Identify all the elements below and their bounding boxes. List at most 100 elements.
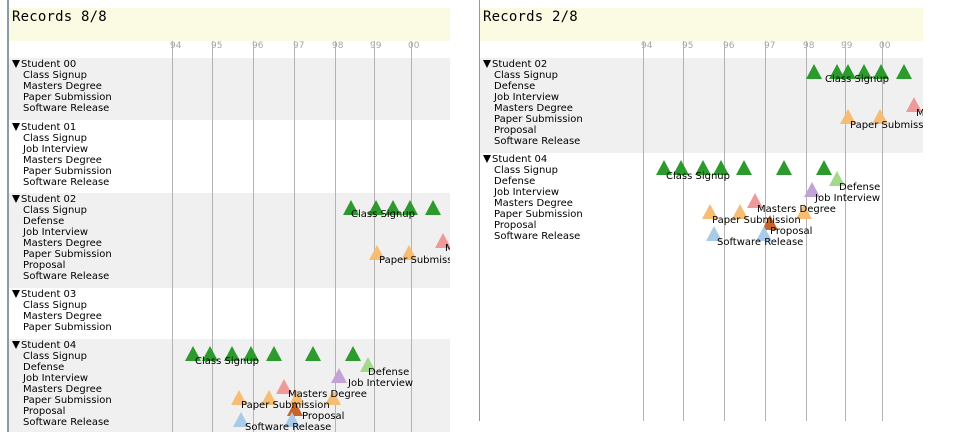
year-grid-line (374, 41, 375, 432)
collapse-triangle-icon[interactable] (12, 60, 20, 68)
right-records-panel[interactable]: Student 02 Class Signup Defense Job Intervi… (480, 0, 923, 421)
event-marker[interactable] (872, 109, 888, 124)
collapse-triangle-icon[interactable] (483, 60, 491, 68)
event-marker[interactable] (368, 200, 384, 215)
event-type-label: Class Signup (494, 165, 558, 176)
event-type-label: Paper Submission (494, 209, 583, 220)
year-grid-line (806, 41, 807, 421)
event-marker[interactable] (402, 200, 418, 215)
year-tick-label: 94 (641, 41, 653, 51)
event-marker[interactable] (266, 346, 282, 361)
year-tick-label: 94 (170, 41, 182, 51)
event-label: Paper Submission (712, 215, 801, 226)
year-tick-label: 97 (764, 41, 776, 51)
event-marker[interactable] (776, 160, 792, 175)
event-marker[interactable] (345, 346, 361, 361)
event-type-label: Software Release (494, 231, 581, 242)
event-marker[interactable] (284, 412, 300, 427)
year-grid-line (683, 41, 684, 421)
event-marker[interactable] (840, 64, 856, 79)
event-marker[interactable] (435, 233, 450, 248)
record-header[interactable]: Student 00 (12, 59, 76, 70)
event-marker[interactable] (385, 200, 401, 215)
event-marker[interactable] (732, 204, 748, 219)
event-marker[interactable] (706, 226, 722, 241)
year-grid-line (335, 41, 336, 432)
record-group (9, 58, 450, 120)
record-header[interactable]: Student 02 (483, 59, 547, 70)
event-marker[interactable] (343, 200, 359, 215)
event-marker[interactable] (896, 64, 912, 79)
event-marker[interactable] (656, 160, 672, 175)
year-tick-label: 99 (370, 41, 382, 51)
event-marker[interactable] (804, 182, 820, 197)
event-marker[interactable] (736, 160, 752, 175)
event-marker[interactable] (796, 204, 812, 219)
record-name: Student 01 (21, 122, 77, 133)
event-type-label: Paper Submission (23, 249, 112, 260)
event-marker[interactable] (713, 160, 729, 175)
year-grid-line (643, 41, 644, 421)
record-header[interactable]: Student 04 (12, 340, 76, 351)
time-axis: 94 95 96 97 98 99 00 (9, 41, 450, 55)
event-type-label: Paper Submission (23, 166, 112, 177)
left-records-panel[interactable]: Student 00 Class Signup Masters Degree Pape… (9, 0, 450, 432)
event-type-label: Job Interview (23, 227, 89, 238)
event-type-label: Defense (23, 362, 65, 373)
collapse-triangle-icon[interactable] (12, 195, 20, 203)
event-marker[interactable] (331, 368, 347, 383)
event-marker[interactable] (673, 160, 689, 175)
event-marker[interactable] (702, 204, 718, 219)
event-marker[interactable] (747, 193, 763, 208)
event-marker[interactable] (224, 346, 240, 361)
collapse-triangle-icon[interactable] (12, 123, 20, 131)
event-type-label: Proposal (494, 125, 537, 136)
event-type-label: Defense (494, 81, 536, 92)
event-marker[interactable] (185, 346, 201, 361)
event-type-label: Class Signup (23, 351, 87, 362)
event-marker[interactable] (873, 64, 889, 79)
event-marker[interactable] (816, 160, 832, 175)
event-marker[interactable] (202, 346, 218, 361)
event-marker[interactable] (906, 97, 922, 112)
event-type-label: Class Signup (23, 205, 87, 216)
collapse-triangle-icon[interactable] (483, 155, 491, 163)
event-label: Paper Submiss (379, 255, 450, 266)
event-marker[interactable] (233, 412, 249, 427)
event-marker[interactable] (840, 109, 856, 124)
event-marker[interactable] (369, 245, 385, 260)
record-header[interactable]: Student 01 (12, 122, 76, 133)
collapse-triangle-icon[interactable] (12, 341, 20, 349)
collapse-triangle-icon[interactable] (12, 290, 20, 298)
event-marker[interactable] (806, 64, 822, 79)
record-header[interactable]: Student 03 (12, 289, 76, 300)
record-header[interactable]: Student 02 (12, 194, 76, 205)
year-tick-label: 96 (723, 41, 735, 51)
event-type-label: Paper Submission (23, 322, 112, 333)
event-type-label: Job Interview (494, 187, 560, 198)
event-marker[interactable] (856, 64, 872, 79)
event-marker[interactable] (425, 200, 441, 215)
record-name: Student 02 (492, 59, 548, 70)
event-label: Class Signup (195, 356, 259, 367)
event-type-label: Masters Degree (23, 238, 102, 249)
event-marker[interactable] (695, 160, 711, 175)
event-marker[interactable] (360, 357, 376, 372)
event-marker[interactable] (231, 390, 247, 405)
event-marker[interactable] (243, 346, 259, 361)
event-marker[interactable] (261, 390, 277, 405)
event-marker[interactable] (756, 226, 772, 241)
event-label: Software Release (245, 422, 332, 432)
event-type-label: Job Interview (23, 144, 89, 155)
event-marker[interactable] (325, 390, 341, 405)
record-header[interactable]: Student 04 (483, 154, 547, 165)
event-type-label: Job Interview (494, 92, 560, 103)
event-marker[interactable] (401, 245, 417, 260)
event-marker[interactable] (829, 171, 845, 186)
event-marker[interactable] (276, 379, 292, 394)
event-marker[interactable] (305, 346, 321, 361)
event-type-label: Proposal (23, 406, 66, 417)
event-label: Defense (839, 182, 881, 193)
event-label: M (445, 243, 450, 254)
time-axis: 94 95 96 97 98 99 00 (480, 41, 923, 55)
